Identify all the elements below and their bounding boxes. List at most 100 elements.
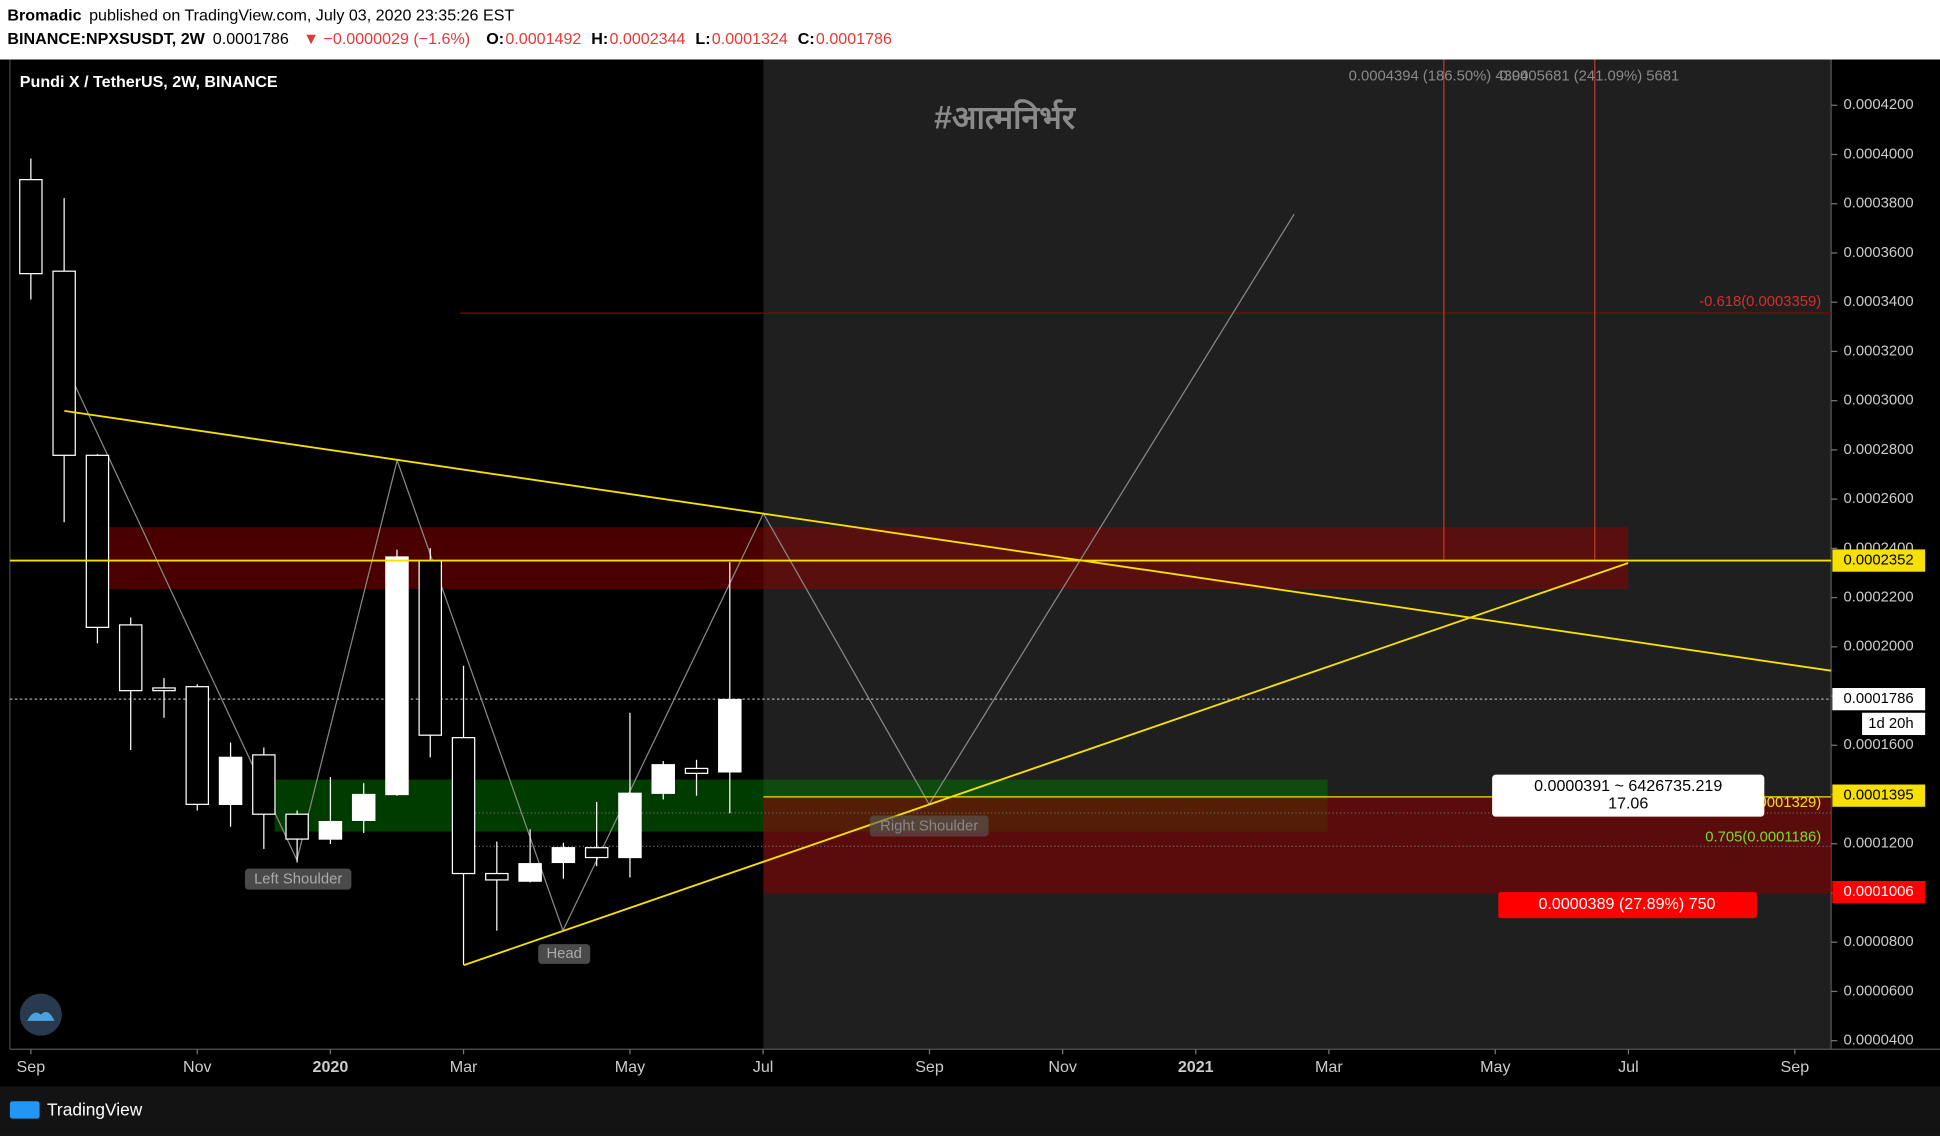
footer-bg (0, 1086, 1940, 1136)
candle-body (418, 560, 443, 736)
price-tag-label: 0.0001786 (1843, 691, 1913, 707)
ohlc-key: L: (695, 30, 710, 48)
candles (19, 158, 742, 966)
x-tick-label: Mar (1315, 1058, 1343, 1076)
ohlc-key: O: (486, 30, 504, 48)
last-price: 0.0001786 (213, 30, 289, 48)
x-tick-label: Jul (1618, 1058, 1639, 1076)
change: ▼ −0.0000029 (−1.6%) (303, 30, 470, 48)
range-label: 17.06 (1608, 795, 1648, 813)
range-label: 0.0000391 ~ 6426735.219 (1534, 777, 1722, 795)
x-tick-label: Sep (915, 1058, 944, 1076)
candle-body (19, 178, 43, 275)
candle-body (684, 767, 709, 774)
candle-body (618, 792, 642, 859)
y-tick-label: 0.0003000 (1843, 393, 1913, 409)
price-tag (1832, 784, 1926, 807)
candle-body (551, 847, 576, 864)
ohlc-value: 0.0001786 (816, 30, 892, 48)
candle-body (285, 813, 309, 840)
candle-body (351, 793, 376, 821)
hashtag: #आत्मनिर्भर (934, 99, 1077, 136)
header-bg (0, 0, 1940, 60)
x-tick-label: Sep (1781, 1058, 1810, 1076)
x-tick-label: 2021 (1178, 1058, 1214, 1076)
candle-body (718, 698, 742, 773)
stop-box (1498, 892, 1757, 919)
price-tag-label: 0.0002352 (1843, 552, 1913, 568)
x-tick-label: May (615, 1058, 645, 1076)
candle-body (85, 454, 110, 628)
y-tick-label: 0.0002600 (1843, 491, 1913, 507)
y-tick-label: 0.0002000 (1843, 639, 1913, 655)
price-tag-label: 0.0001006 (1843, 884, 1913, 900)
countdown-tag (1862, 712, 1926, 736)
candle-body (152, 687, 176, 692)
x-tick-label: Mar (450, 1058, 478, 1076)
pattern-label: Head (546, 946, 581, 962)
candle-body (252, 754, 276, 815)
y-tick-label: 0.0004000 (1843, 146, 1913, 162)
candle-body (185, 686, 210, 805)
fib-label: 0.705(0.0001186) (1705, 830, 1821, 846)
footer-brand: TradingView (47, 1100, 143, 1120)
candle-body (218, 756, 243, 805)
y-tick-label: 0.0000600 (1843, 983, 1913, 999)
y-tick-label: 0.0002800 (1843, 442, 1913, 458)
candle-body (651, 764, 675, 794)
logo-icon (27, 1012, 55, 1021)
ohlc-value: 0.0002344 (609, 30, 685, 48)
author: Bromadic (7, 6, 81, 24)
y-tick-label: 0.0003400 (1843, 294, 1913, 310)
pattern-label: Right Shoulder (880, 819, 978, 835)
target-label: 0.0004394 (186.50%) 4394 (1349, 69, 1529, 85)
label-box (244, 868, 352, 890)
range-box (1492, 774, 1765, 817)
header: Bromadic published on TradingView.com, J… (7, 6, 892, 48)
y-tick-label: 0.0001200 (1843, 836, 1913, 852)
x-tick-label: 2020 (313, 1058, 349, 1076)
x-tick-label: Nov (1048, 1058, 1077, 1076)
candle-body (485, 872, 509, 881)
candle-body (451, 737, 476, 875)
x-tick-label: Jul (753, 1058, 774, 1076)
price-tag (1832, 688, 1926, 711)
ohlc-key: H: (591, 30, 608, 48)
countdown-label: 1d 20h (1868, 716, 1913, 732)
label-box (538, 944, 591, 964)
trendline (64, 409, 1832, 672)
y-tick-label: 0.0000400 (1843, 1033, 1913, 1049)
symbol: BINANCE:NPXSUSDT, 2W (7, 30, 205, 48)
candle-body (318, 820, 343, 840)
y-tick-label: 0.0000800 (1843, 934, 1913, 950)
price-tag (1832, 549, 1926, 572)
candle-body (584, 847, 609, 859)
y-tick-label: 0.0004200 (1843, 97, 1913, 113)
x-axis: Sep Nov 2020 Mar May Jul Sep Nov 2021 Mar May Jul Se… (17, 1049, 1810, 1076)
y-tick-label: 0.0003800 (1843, 196, 1913, 212)
price-tag-label: 0.0001395 (1843, 788, 1913, 804)
y-tick-label: 0.0002200 (1843, 590, 1913, 606)
candle-body (52, 270, 76, 456)
label-box (869, 815, 989, 837)
candle-body (118, 624, 143, 692)
x-tick-label: Nov (183, 1058, 212, 1076)
ohlc-value: 0.0001324 (712, 30, 788, 48)
target-label: 0.0005681 (241.09%) 5681 (1500, 69, 1680, 85)
pattern-label: Left Shoulder (254, 872, 342, 888)
price-tag (1832, 881, 1926, 904)
stop-label: 0.0000389 (27.89%) 750 (1538, 895, 1715, 913)
y-tick-label: 0.0003600 (1843, 245, 1913, 261)
resistance-zone (98, 527, 1629, 590)
y-tick-label: 0.0003200 (1843, 343, 1913, 359)
chart-title: Pundi X / TetherUS, 2W, BINANCE (20, 73, 278, 91)
ohlc-value: 0.0001492 (505, 30, 581, 48)
trendline (463, 562, 1629, 967)
x-tick-label: May (1480, 1058, 1510, 1076)
candle-body (385, 556, 409, 796)
x-tick-label: Sep (17, 1058, 46, 1076)
candle-body (518, 863, 542, 882)
y-tick-label: 0.0001600 (1843, 737, 1913, 753)
